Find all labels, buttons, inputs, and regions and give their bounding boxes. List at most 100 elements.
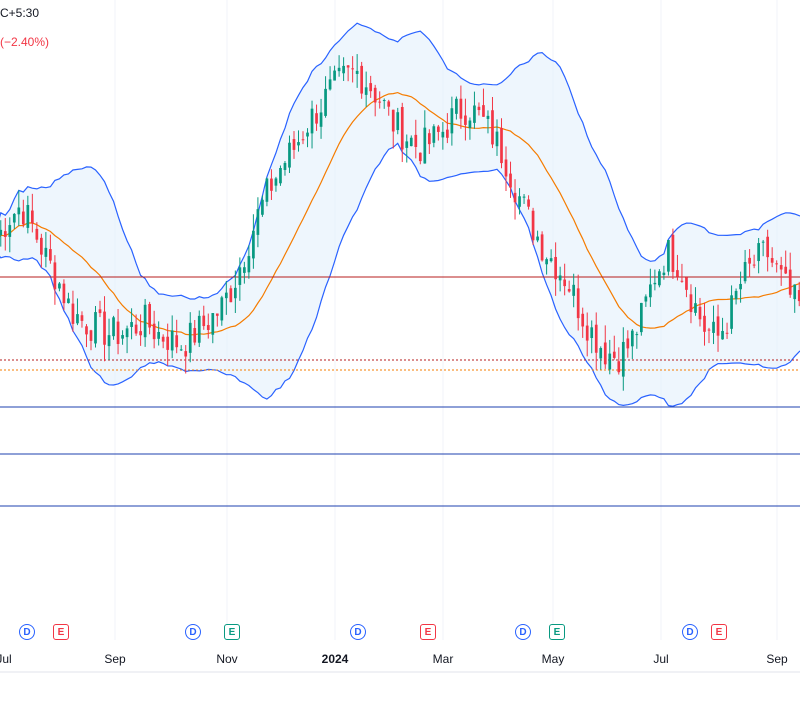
earnings-event-icon[interactable]: E	[549, 624, 565, 640]
candle-body	[752, 264, 756, 266]
candle	[743, 249, 747, 284]
candle	[513, 179, 517, 220]
candle	[0, 220, 3, 247]
candle-body	[639, 302, 643, 333]
candle-body	[491, 110, 494, 145]
candle	[491, 96, 494, 149]
candle-body	[297, 142, 300, 146]
dividend-event-icon[interactable]: D	[682, 624, 698, 640]
candle-body	[148, 304, 151, 328]
candle-body	[382, 100, 386, 102]
candle	[635, 331, 639, 349]
candle-body	[653, 282, 657, 285]
candle	[166, 323, 170, 366]
candle-body	[482, 105, 485, 117]
candle	[707, 327, 711, 344]
candle	[3, 218, 7, 251]
candle	[500, 118, 503, 169]
candle	[98, 300, 102, 318]
candle	[775, 260, 779, 273]
candle	[130, 308, 133, 340]
candle	[355, 54, 359, 88]
dividend-event-icon[interactable]: D	[19, 624, 35, 640]
dividend-event-icon[interactable]: D	[350, 624, 366, 640]
candle	[396, 107, 400, 135]
candle	[712, 305, 715, 345]
candle	[572, 273, 576, 308]
dividend-event-icon[interactable]: D	[185, 624, 201, 640]
candle	[639, 302, 643, 336]
x-axis-tick-label: Mar	[432, 652, 454, 666]
candle-body	[567, 289, 571, 292]
candle-body	[536, 236, 539, 241]
candle	[157, 321, 161, 346]
candle-body	[563, 279, 567, 287]
candle-body	[685, 277, 688, 290]
price-change-label: (−2.40%)	[0, 35, 50, 49]
earnings-event-icon[interactable]: E	[53, 624, 69, 640]
candle-body	[455, 98, 458, 114]
candle	[121, 330, 124, 345]
candle	[35, 222, 39, 243]
candle-body	[473, 105, 476, 123]
dividend-event-icon[interactable]: D	[515, 624, 531, 640]
candle	[621, 327, 625, 391]
candle-body	[17, 207, 21, 215]
candle-body	[450, 108, 454, 134]
candle	[378, 91, 382, 109]
candle-body	[540, 234, 544, 261]
candle	[310, 100, 314, 149]
candle	[67, 292, 70, 304]
candle	[233, 270, 237, 313]
candle	[306, 128, 309, 148]
bollinger-upper-band	[0, 22, 800, 300]
candle-body	[337, 67, 341, 72]
candle-body	[80, 315, 84, 321]
candle-body	[734, 290, 738, 300]
candle-body	[671, 234, 675, 272]
candle	[495, 119, 499, 156]
candle-body	[676, 270, 679, 277]
candle-body	[549, 258, 553, 262]
candle-body	[590, 327, 594, 339]
candle-body	[797, 290, 800, 302]
candle-body	[599, 348, 603, 359]
candle-body	[166, 336, 170, 350]
candle-body	[748, 257, 751, 264]
candle	[26, 195, 30, 234]
candle-body	[761, 241, 765, 243]
candle	[518, 188, 521, 215]
earnings-event-icon[interactable]: E	[420, 624, 436, 640]
candle	[608, 339, 612, 375]
candle	[739, 271, 742, 303]
x-axis-tick-label: 2024	[321, 652, 349, 666]
candles	[0, 54, 800, 391]
earnings-event-icon[interactable]: E	[711, 624, 727, 640]
candle-body	[581, 313, 585, 327]
candle-body	[662, 272, 666, 275]
candle	[567, 280, 571, 293]
candle	[369, 75, 373, 98]
candle	[703, 302, 706, 346]
candle-body	[436, 126, 440, 132]
x-axis-tick-label: Sep	[104, 652, 126, 666]
candle-body	[355, 70, 359, 74]
candle-body	[468, 120, 472, 129]
candle-body	[279, 167, 282, 184]
candle	[612, 335, 616, 360]
candle	[134, 314, 138, 336]
candle-body	[161, 336, 165, 342]
candle-body	[112, 317, 115, 337]
candle-body	[612, 351, 616, 358]
candle-body	[0, 229, 3, 236]
candle-body	[716, 316, 720, 336]
timezone-label: C+5:30	[0, 6, 40, 20]
earnings-event-icon[interactable]: E	[224, 624, 240, 640]
candle	[265, 177, 269, 207]
candle	[680, 263, 684, 283]
candle	[382, 98, 386, 109]
candle-body	[179, 349, 183, 351]
candle	[58, 282, 61, 292]
candle	[748, 249, 751, 278]
